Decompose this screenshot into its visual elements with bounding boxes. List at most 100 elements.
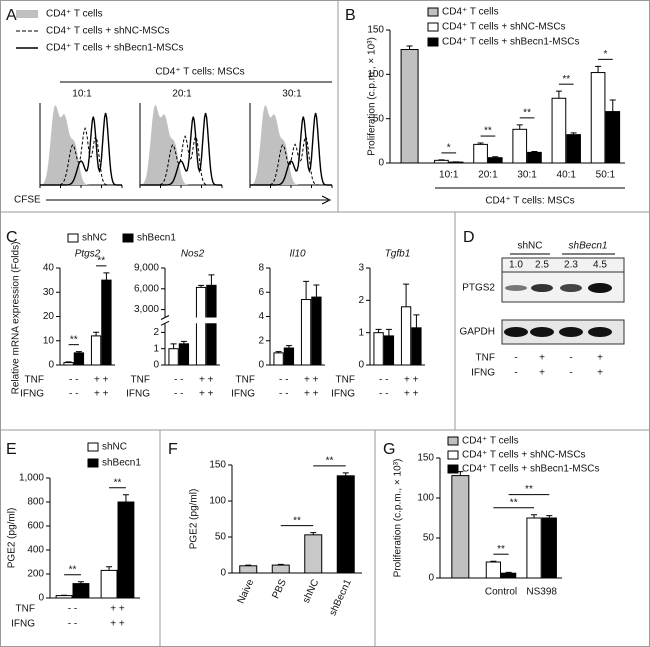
y-tick-label: 150 [209, 460, 226, 471]
row-value: - [514, 353, 517, 364]
row-label: TNF [336, 375, 355, 386]
legend-swatch [122, 233, 134, 243]
row-value: - - [174, 389, 183, 400]
row-value: + + [110, 619, 125, 630]
panel-label: F [168, 441, 178, 458]
flow-curve [250, 105, 332, 185]
band [505, 285, 527, 291]
error-bar [208, 274, 215, 286]
y-tick-label: 100 [209, 496, 226, 507]
y-tick-label: 200 [27, 569, 44, 580]
y-tick-label: 150 [417, 453, 434, 464]
y-tick-label: 30 [43, 287, 55, 298]
error-bar [285, 345, 292, 349]
significance-label: ** [69, 564, 77, 575]
flow-curve [140, 135, 222, 186]
row-label: IFNG [126, 389, 150, 400]
panel-label: E [6, 441, 17, 458]
band-label: PTGS2 [462, 283, 495, 294]
significance-label: ** [525, 484, 533, 495]
x-tick-label: 10:1 [439, 170, 459, 181]
error-bar [198, 284, 205, 288]
row-label: IFNG [20, 389, 44, 400]
header: CD4⁺ T cells: MSCs [155, 67, 244, 78]
chart-title: Ptgs2 [75, 249, 101, 260]
y-tick-label: 0 [220, 568, 226, 579]
flow-curve [40, 112, 122, 186]
row-value: - - [379, 389, 388, 400]
panel-label: C [6, 229, 18, 246]
band [504, 327, 528, 337]
y-axis-label: PGE2 (pg/ml) [189, 489, 200, 550]
error-bar [77, 581, 84, 584]
x-axis-label: CD4⁺ T cells: MSCs [485, 196, 574, 207]
y-tick-label: 50 [423, 533, 435, 544]
y-axis-label: Proliferation (c.p.m., × 10³) [393, 459, 404, 578]
row-label: IFNG [231, 389, 255, 400]
legend-swatch [87, 458, 99, 468]
row-value: - [569, 368, 572, 379]
legend-label: shBecn1 [102, 458, 141, 469]
bar [473, 143, 488, 164]
ratio-label: 30:1 [282, 89, 302, 100]
error-bar [406, 45, 413, 50]
bar [400, 306, 412, 366]
bar [304, 534, 323, 574]
row-label: TNF [131, 375, 150, 386]
bar [411, 327, 422, 366]
error-bar [546, 515, 553, 518]
ratio-label: 10:1 [72, 89, 92, 100]
bar [90, 335, 102, 366]
legend-swatch [87, 442, 99, 452]
flow-histograms [39, 103, 333, 188]
y-tick-label: 40 [43, 263, 55, 274]
significance-label: ** [70, 334, 78, 345]
legend-swatch [67, 233, 79, 243]
group-label: shBecn1 [569, 241, 608, 252]
bar [551, 97, 567, 164]
error-bar [106, 566, 113, 571]
ratio: 2.5 [535, 260, 549, 271]
error-bar [170, 343, 177, 349]
error-bar [477, 142, 484, 145]
y-tick-label: 600 [27, 521, 44, 532]
bar [336, 475, 355, 574]
bar [512, 128, 528, 164]
y-tick-label: 1,000 [19, 473, 44, 484]
error-bar [275, 351, 282, 353]
chart-title: Tgfb1 [385, 249, 411, 260]
row-value: + + [404, 375, 419, 386]
panel-label: G [383, 441, 395, 458]
y-tick-label: 50 [373, 113, 385, 124]
bar [117, 501, 135, 599]
row-label: TNF [25, 375, 44, 386]
row-value: - - [279, 389, 288, 400]
error-bar [245, 564, 252, 566]
bar [485, 561, 501, 579]
y-tick-label: 20 [43, 311, 55, 322]
significance-label: ** [326, 456, 334, 467]
error-bar [385, 328, 392, 336]
y-tick-label: 0 [258, 360, 264, 371]
legend-label: CD4⁺ T cells + shBecn1-MSCs [462, 464, 599, 475]
flow-curve [250, 112, 332, 186]
y-tick-label: 2 [258, 335, 264, 346]
ratio: 2.3 [564, 260, 578, 271]
error-bar [570, 132, 577, 135]
error-bar [413, 314, 420, 328]
chart-title: Il10 [289, 249, 306, 260]
ratio: 4.5 [593, 260, 607, 271]
legend-label: shNC [102, 442, 127, 453]
y-tick-label: 1 [358, 327, 364, 338]
significance-label: ** [97, 255, 105, 266]
legend-swatch [16, 10, 38, 18]
bar [527, 151, 542, 164]
band [560, 284, 582, 292]
legend-label: CD4⁺ T cells + shBecn1-MSCs [46, 43, 183, 54]
error-bar [122, 494, 129, 502]
panel-label: A [6, 7, 17, 24]
x-tick-label: 40:1 [557, 170, 577, 181]
row-value: - - [68, 619, 77, 630]
row-value: + + [199, 375, 214, 386]
